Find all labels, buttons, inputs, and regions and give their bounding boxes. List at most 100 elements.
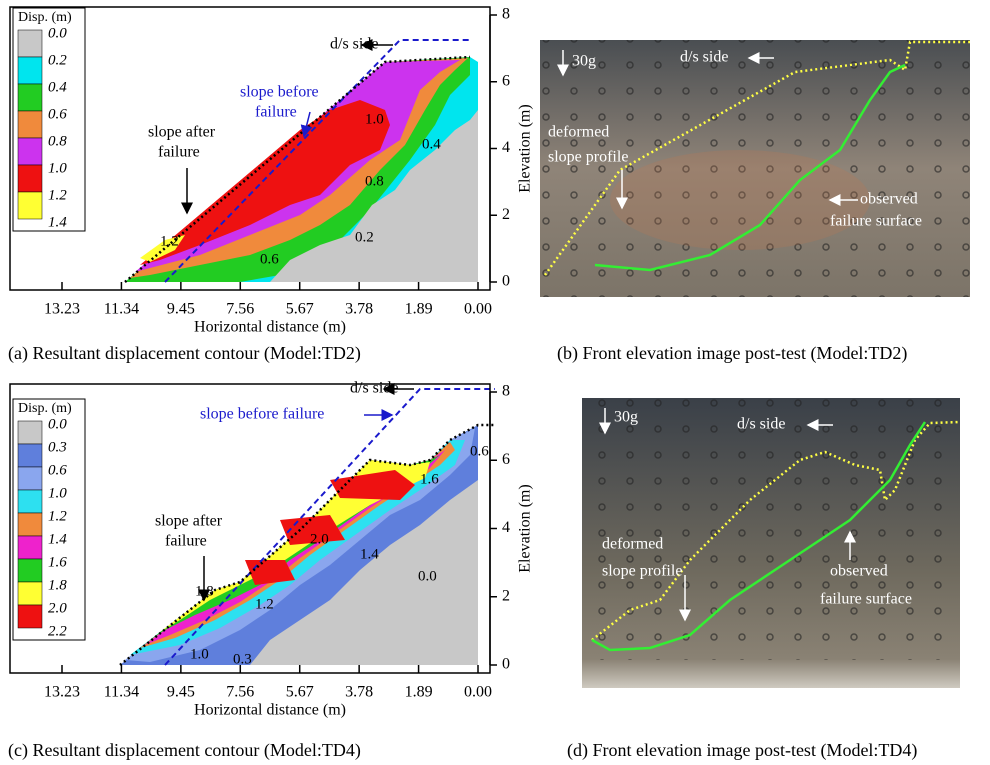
contour-label: 0.6	[470, 443, 489, 459]
photo: 30g d/s side deformed slope profile obse…	[582, 398, 960, 688]
contour-label: 0.3	[233, 651, 252, 667]
legend-label: 0.6	[48, 462, 67, 478]
x-tick-label: 11.34	[104, 684, 139, 701]
y-tick-label: 4	[502, 139, 510, 156]
annotation: 30g	[572, 53, 596, 70]
annotation: deformed	[548, 124, 609, 141]
legend-swatch	[18, 582, 42, 605]
annotation: observed	[830, 563, 888, 580]
contour-label: 1.4	[360, 546, 379, 562]
contour-label: 0.4	[422, 136, 441, 152]
contour-label: 1.6	[420, 471, 439, 487]
annotation: failure surface	[820, 591, 912, 608]
legend-swatch	[18, 467, 42, 490]
legend-label: 0.8	[48, 133, 67, 149]
caption: (c) Resultant displacement contour (Mode…	[8, 740, 361, 761]
legend-label: 0.2	[48, 52, 67, 68]
annotation: d/s side	[680, 49, 728, 66]
legend-label: 1.4	[48, 531, 67, 547]
legend-label: 2.0	[48, 600, 67, 616]
annotation: slope after	[155, 513, 223, 530]
x-tick-label: 3.78	[345, 301, 373, 318]
legend-swatch	[18, 421, 42, 444]
x-tick-label: 13.23	[44, 301, 80, 318]
legend-title: Disp. (m)	[18, 10, 72, 25]
x-tick-label: 1.89	[405, 684, 433, 701]
annotation: d/s side	[330, 36, 378, 53]
annotation: slope before	[240, 84, 319, 101]
legend-swatch	[18, 605, 42, 628]
x-axis-label: Horizontal distance (m)	[194, 702, 346, 719]
legend-label: 1.0	[48, 485, 67, 501]
contour-label: 1.2	[160, 233, 179, 249]
contour-label: 0.8	[365, 173, 384, 189]
y-tick-label: 8	[502, 6, 510, 23]
annotation: slope profile	[602, 563, 682, 580]
x-tick-label: 1.89	[405, 301, 433, 318]
legend-swatch	[18, 138, 42, 165]
legend-swatch	[18, 165, 42, 192]
figure: d/s side slope before failure slope afte…	[0, 0, 990, 765]
legend-label: 2.2	[48, 623, 67, 639]
legend-label: 1.8	[48, 577, 67, 593]
legend-label: 0.3	[48, 439, 67, 455]
annotation: observed	[860, 191, 918, 208]
legend-swatch	[18, 57, 42, 84]
annotation: d/s side	[737, 416, 785, 433]
legend-swatch	[18, 30, 42, 57]
annotation: failure	[255, 104, 297, 121]
legend-swatch	[18, 559, 42, 582]
annotation: slope profile	[548, 149, 628, 166]
legend-swatch	[18, 84, 42, 111]
contour-label: 0.2	[355, 229, 374, 245]
annotation: d/s side	[350, 380, 398, 397]
contour-label: 1.8	[195, 583, 214, 599]
annotation: failure surface	[830, 213, 922, 230]
legend-swatch	[18, 536, 42, 559]
x-tick-label: 3.78	[345, 684, 373, 701]
legend-title: Disp. (m)	[18, 401, 72, 416]
legend-swatch	[18, 192, 42, 219]
legend-swatch	[18, 513, 42, 536]
legend-swatch	[18, 444, 42, 467]
legend-label: 0.0	[48, 25, 67, 41]
contour-label: 2.0	[310, 531, 329, 547]
y-tick-label: 8	[502, 383, 510, 400]
y-tick-label: 4	[502, 519, 510, 536]
legend-label: 0.0	[48, 416, 67, 432]
annotation: slope before failure	[200, 406, 324, 423]
legend-label: 1.2	[48, 187, 67, 203]
x-tick-label: 0.00	[464, 684, 492, 701]
annotation: failure	[165, 533, 207, 550]
caption: (d) Front elevation image post-test (Mod…	[567, 740, 917, 761]
x-tick-label: 11.34	[104, 301, 139, 318]
x-tick-label: 9.45	[167, 301, 195, 318]
contour-label: 1.0	[190, 646, 209, 662]
y-tick-label: 6	[502, 72, 510, 89]
annotation: slope after	[148, 124, 216, 141]
x-tick-label: 0.00	[464, 301, 492, 318]
annotation: 30g	[614, 409, 638, 426]
caption: (b) Front elevation image post-test (Mod…	[557, 343, 907, 364]
y-tick-label: 0	[502, 273, 510, 290]
x-tick-label: 5.67	[286, 301, 314, 318]
y-axis-label: Elevation (m)	[517, 484, 534, 572]
y-tick-label: 0	[502, 656, 510, 673]
contour-label: 0.6	[260, 251, 279, 267]
y-tick-label: 2	[502, 587, 510, 604]
legend-swatch	[18, 490, 42, 513]
contour-chart: d/s side slope before failure slope afte…	[10, 6, 534, 336]
photo: 30g d/s side deformed slope profile obse…	[540, 40, 970, 297]
legend-swatch	[18, 111, 42, 138]
caption: (a) Resultant displacement contour (Mode…	[8, 343, 361, 364]
contour-chart: d/s side slope before failure slope afte…	[10, 380, 534, 719]
x-tick-label: 5.67	[286, 684, 314, 701]
x-tick-label: 7.56	[226, 301, 254, 318]
annotation: failure	[158, 144, 200, 161]
legend-label: 1.4	[48, 214, 67, 230]
contour-label: 0.0	[418, 568, 437, 584]
legend-label: 0.4	[48, 79, 67, 95]
legend-label: 1.6	[48, 554, 67, 570]
y-tick-label: 2	[502, 206, 510, 223]
contour-label: 1.2	[255, 596, 274, 612]
